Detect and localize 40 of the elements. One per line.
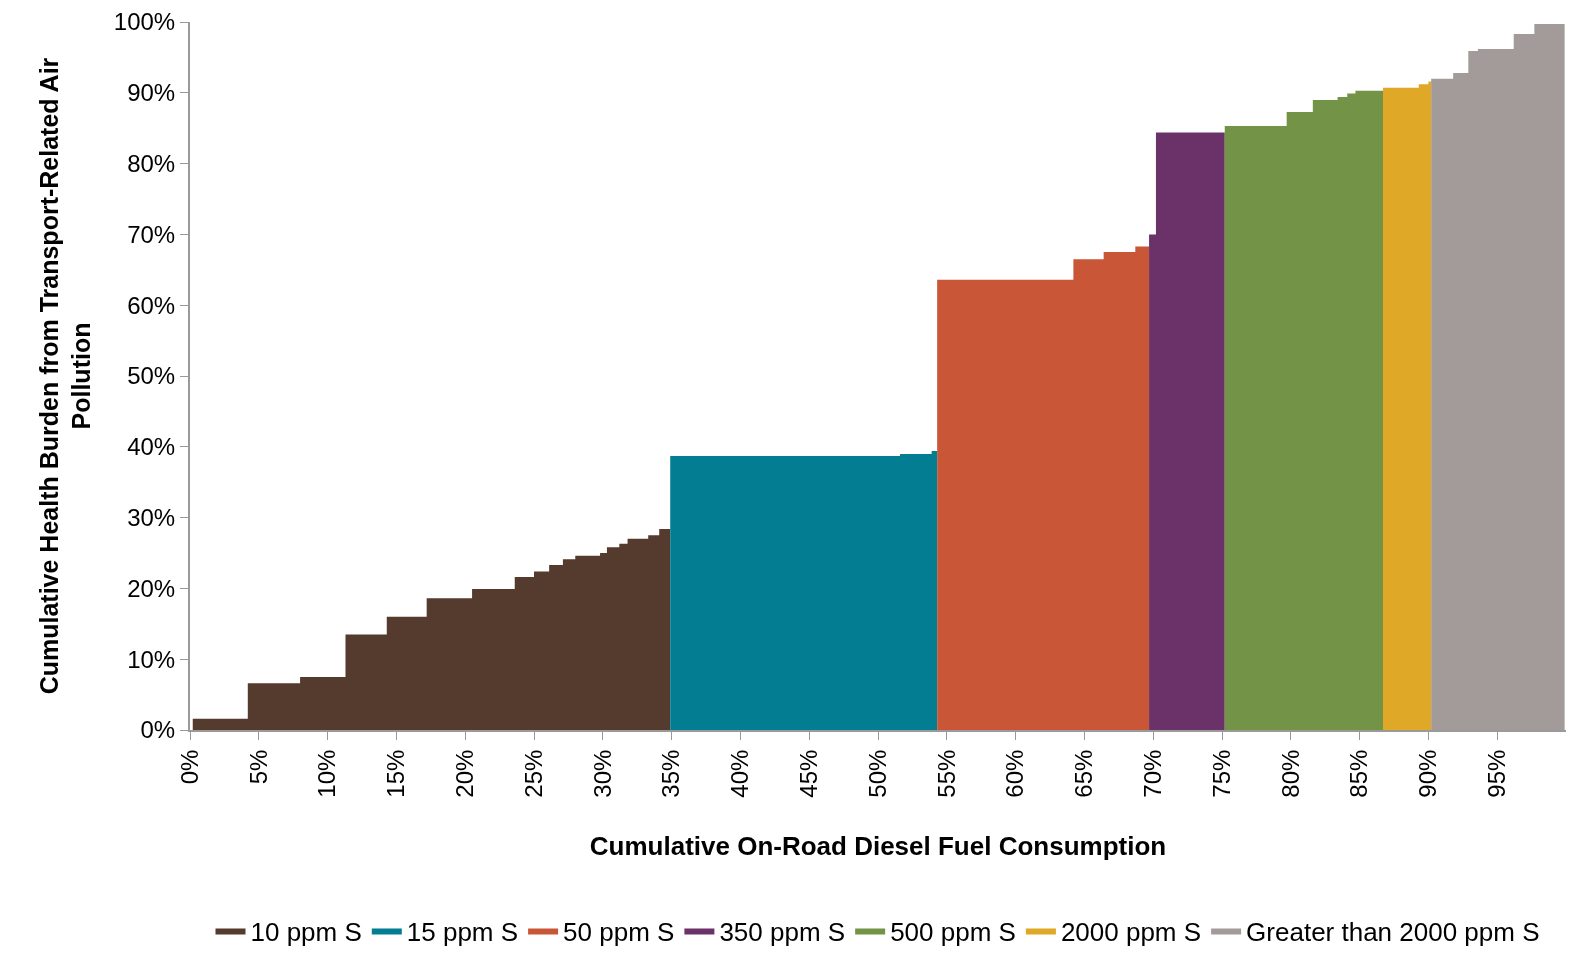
x-tick-label: 20% (451, 749, 478, 798)
y-tick-label: 90% (127, 79, 176, 107)
x-tick-label: 90% (1414, 749, 1442, 798)
x-tick-label: 15% (382, 749, 410, 798)
x-tick-label: 60% (1001, 749, 1029, 798)
x-tick-label: 70% (1139, 749, 1166, 798)
legend-label: Greater than 2000 ppm S (1246, 916, 1540, 947)
y-tick-label: 10% (127, 645, 176, 673)
x-axis-title: Cumulative On-Road Diesel Fuel Consumption (589, 830, 1167, 861)
x-tick-label: 55% (932, 749, 960, 798)
legend-label: 15 ppm S (406, 916, 519, 947)
y-tick-label: 40% (127, 433, 176, 461)
y-tick-label: 30% (127, 504, 176, 531)
x-tick-label: 0% (175, 749, 203, 785)
legend-label: 10 ppm S (250, 916, 362, 947)
x-tick-label: 85% (1345, 749, 1373, 798)
x-tick-label: 10% (313, 749, 341, 798)
x-tick-label: 80% (1276, 749, 1304, 798)
x-tick-label: 30% (588, 749, 616, 798)
y-axis-title: Cumulative Health Burden from Transport-Related Air Pollution (34, 57, 96, 695)
x-tick-label: 5% (244, 749, 272, 785)
y-tick-label: 20% (127, 574, 176, 602)
y-tick-label: 60% (127, 291, 176, 319)
legend-label: 350 ppm S (719, 916, 846, 947)
x-tick-label: 45% (795, 749, 822, 798)
legend-label: 2000 ppm S (1060, 916, 1202, 947)
x-tick-label: 75% (1207, 749, 1235, 798)
y-tick-label: 80% (127, 150, 176, 177)
legend-label: 500 ppm S (890, 916, 1016, 947)
y-tick-label: 50% (127, 362, 176, 390)
x-tick-label: 40% (726, 749, 754, 798)
x-tick-label: 95% (1483, 749, 1510, 798)
x-tick-label: 35% (657, 749, 685, 798)
x-tick-label: 50% (863, 749, 891, 798)
legend-label: 50 ppm S (563, 916, 675, 947)
y-tick-label: 70% (127, 220, 176, 248)
y-tick-label: 0% (140, 716, 176, 744)
x-tick-label: 65% (1070, 749, 1098, 798)
x-tick-label: 25% (519, 749, 547, 798)
y-tick-label: 100% (113, 8, 176, 36)
